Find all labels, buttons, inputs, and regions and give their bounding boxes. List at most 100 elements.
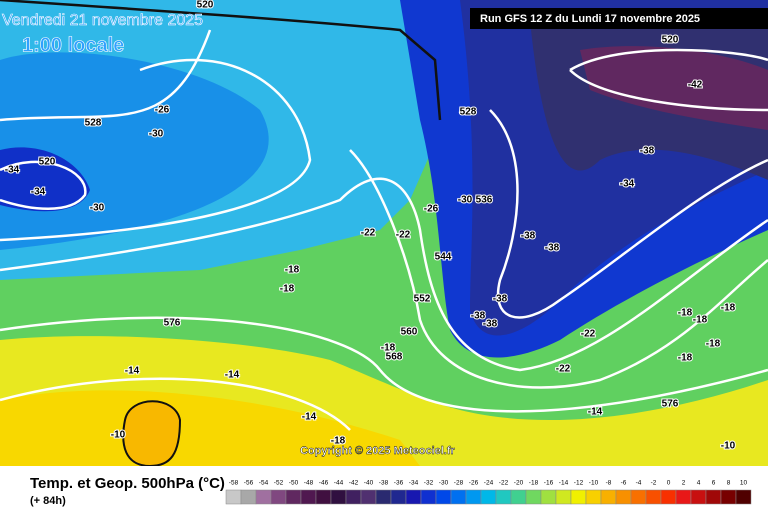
isotherm <box>569 48 768 112</box>
legend-value: -44 <box>334 480 344 487</box>
run-box <box>470 8 768 29</box>
legend-value: -38 <box>379 480 389 487</box>
contour-labels: 520 520 528 -26 -30 520 -34 -34 -30 528 … <box>4 0 737 453</box>
legend-value: -52 <box>274 480 284 487</box>
legend-value: -2 <box>651 480 657 487</box>
legend-swatch <box>510 489 527 505</box>
legend-value: -54 <box>259 480 269 487</box>
legend-swatch <box>300 489 317 505</box>
legend-swatch <box>705 489 722 505</box>
contour-label: 528 <box>460 107 477 118</box>
legend-swatch <box>630 489 647 505</box>
legend: -58 -56 -54 -52 -50 -48 -46 -44 -42 -40 -38 -36 -34-… <box>225 480 752 505</box>
legend-value: 2 <box>682 480 686 487</box>
legend-swatch <box>600 489 617 505</box>
isotherm <box>0 160 87 210</box>
legend-swatch <box>450 489 467 505</box>
legend-swatch <box>390 489 407 505</box>
contour-label: -34 <box>31 187 46 198</box>
legend-value: -34 <box>409 480 419 487</box>
legend-value: 0 <box>667 480 671 487</box>
isotherm <box>0 316 768 413</box>
legend-swatch <box>240 489 257 505</box>
legend-value: -32 <box>424 480 434 487</box>
contour-label: -10 <box>111 430 126 441</box>
legend-value: -46 <box>319 480 329 487</box>
legend-swatch <box>480 489 497 505</box>
contour-label: -22 <box>556 364 571 375</box>
contour-label: -30 <box>90 203 105 214</box>
contour-label: -38 <box>493 294 508 305</box>
contour-label: 576 <box>662 399 679 410</box>
legend-swatch <box>570 489 587 505</box>
contour-label: -18 <box>381 343 396 354</box>
legend-value: -40 <box>364 480 374 487</box>
isotherm <box>0 29 212 122</box>
contour-label: 544 <box>435 252 452 263</box>
legend-swatch <box>225 489 242 505</box>
contour-label: -22 <box>361 228 376 239</box>
contour-label: -26 <box>155 105 170 116</box>
legend-swatch <box>555 489 572 505</box>
copyright: Copyright © 2025 Meteociel.fr <box>300 445 456 457</box>
contour-label: -30 <box>149 129 164 140</box>
legend-value: 8 <box>727 480 731 487</box>
forecast-time: 1:00 locale <box>22 34 124 56</box>
legend-swatch <box>435 489 452 505</box>
legend-value: -22 <box>499 480 509 487</box>
contour-label: 520 <box>39 157 56 168</box>
contour-label: -18 <box>678 353 693 364</box>
contour-label: -38 <box>483 319 498 330</box>
legend-swatch <box>645 489 662 505</box>
legend-swatch <box>405 489 422 505</box>
legend-swatch <box>375 489 392 505</box>
legend-value: -18 <box>529 480 539 487</box>
contour-label: 520 <box>197 0 214 11</box>
legend-value: -24 <box>484 480 494 487</box>
contour-label: -18 <box>331 436 346 447</box>
legend-value: 10 <box>740 480 748 487</box>
legend-value: -14 <box>559 480 569 487</box>
warm-core <box>122 400 182 468</box>
legend-value: -28 <box>454 480 464 487</box>
contour-label: -18 <box>285 265 300 276</box>
legend-value: 6 <box>712 480 716 487</box>
legend-swatch <box>735 489 752 505</box>
legend-value: -12 <box>574 480 584 487</box>
legend-swatch <box>675 489 692 505</box>
legend-swatch <box>585 489 602 505</box>
isotherm <box>0 377 351 431</box>
legend-swatch <box>315 489 332 505</box>
legend-value: -48 <box>304 480 314 487</box>
isotherm <box>349 149 768 389</box>
legend-swatch <box>465 489 482 505</box>
legend-value: -16 <box>544 480 554 487</box>
isotherm <box>0 58 312 242</box>
contour-label: -30 <box>458 195 473 206</box>
contour-label: 576 <box>164 318 181 329</box>
legend-value: -50 <box>289 480 299 487</box>
legend-value: 4 <box>697 480 701 487</box>
contour-label: -38 <box>521 231 536 242</box>
isotherm <box>0 177 768 372</box>
contour-label: -34 <box>5 165 20 176</box>
contour-label: -38 <box>471 311 486 322</box>
legend-swatch <box>720 489 737 505</box>
contour-label: -10 <box>721 441 736 452</box>
contour-label: 528 <box>85 118 102 129</box>
legend-swatch <box>285 489 302 505</box>
legend-swatch <box>615 489 632 505</box>
isohypse <box>0 0 442 121</box>
warm-field <box>0 390 420 466</box>
contour-label: 536 <box>476 195 493 206</box>
legend-swatch <box>345 489 362 505</box>
legend-swatch <box>330 489 347 505</box>
contour-label: -18 <box>706 339 721 350</box>
legend-swatch <box>270 489 287 505</box>
contour-label: -14 <box>125 366 140 377</box>
contour-label: -26 <box>424 204 439 215</box>
contour-label: -38 <box>640 146 655 157</box>
footer-step: (+ 84h) <box>30 495 66 507</box>
